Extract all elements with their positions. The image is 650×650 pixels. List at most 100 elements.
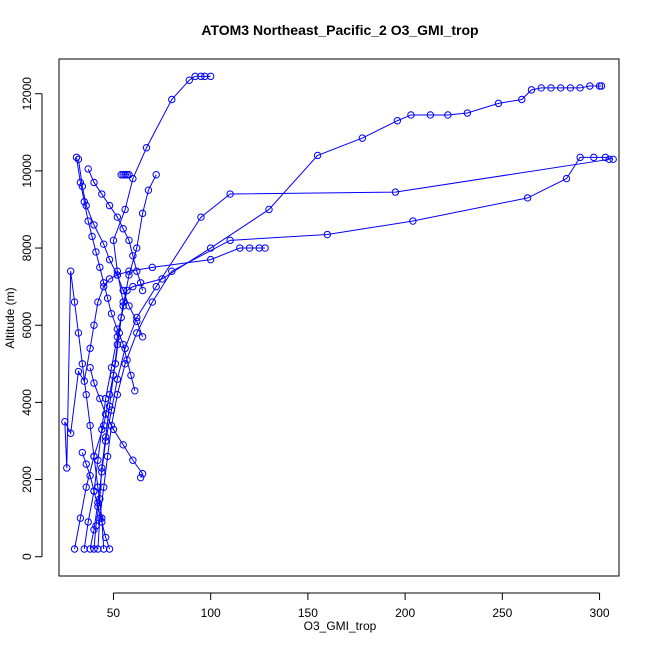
data-point (125, 236, 133, 245)
data-point (123, 356, 131, 364)
series-line (74, 75, 211, 550)
data-point (527, 86, 536, 94)
data-point (78, 182, 87, 191)
data-point (90, 178, 98, 187)
data-point (98, 425, 106, 434)
series-profile (86, 363, 147, 482)
data-point (74, 155, 83, 164)
data-point (109, 425, 118, 434)
series-profile (72, 153, 139, 395)
y-tick-label: 0 (20, 553, 34, 560)
data-point (84, 518, 92, 526)
data-point (86, 363, 94, 372)
data-point (463, 109, 472, 117)
data-point (113, 340, 122, 349)
data-point (391, 188, 400, 196)
data-point (101, 410, 110, 418)
data-point (261, 244, 269, 252)
data-point (82, 201, 90, 210)
data-point (133, 267, 141, 275)
data-point (201, 72, 209, 81)
data-point (409, 217, 417, 225)
data-point (121, 205, 129, 214)
data-point (138, 209, 147, 218)
chart-title: ATOM3 Northeast_Pacific_2 O3_GMI_trop (201, 22, 478, 38)
data-point (168, 95, 176, 104)
data-point (107, 309, 116, 318)
series-line (77, 159, 144, 337)
data-point (562, 174, 571, 183)
data-point (136, 473, 145, 482)
data-point (100, 240, 108, 248)
data-point (152, 282, 160, 291)
data-point (586, 82, 594, 90)
data-point (113, 375, 122, 383)
series-profile (94, 153, 617, 553)
data-point (74, 367, 83, 376)
data-point (94, 298, 102, 306)
data-point (158, 275, 166, 283)
series-line (97, 156, 614, 550)
y-axis-label: Altitude (m) (3, 287, 17, 348)
x-tick-label: 200 (395, 606, 415, 620)
data-point (76, 514, 85, 522)
data-point (113, 271, 122, 279)
data-point (105, 201, 114, 210)
data-point (206, 255, 215, 264)
data-point (94, 502, 102, 511)
data-point (107, 421, 116, 430)
data-point (113, 213, 122, 221)
data-point (90, 321, 98, 329)
data-point (66, 429, 75, 437)
data-point (92, 248, 100, 256)
data-point (119, 171, 127, 179)
data-point (103, 294, 112, 302)
data-point (265, 205, 273, 214)
data-point (123, 286, 131, 295)
data-point (255, 244, 263, 252)
data-point (129, 252, 137, 260)
data-point (86, 471, 94, 480)
data-point (142, 144, 151, 152)
y-tick-label: 8000 (20, 234, 34, 261)
data-point (494, 99, 503, 108)
data-point (197, 213, 205, 221)
data-point (566, 84, 575, 92)
data-point (537, 84, 545, 92)
y-tick-label: 10000 (20, 154, 34, 188)
data-point (323, 230, 332, 239)
data-point (90, 545, 98, 553)
data-point (576, 153, 584, 162)
plot-area (61, 72, 617, 553)
series-profile (78, 448, 114, 553)
data-point (245, 244, 254, 252)
data-point (125, 171, 133, 179)
plot-frame (58, 58, 620, 577)
series-line (89, 158, 610, 550)
data-point (80, 198, 88, 206)
data-point (597, 82, 606, 90)
data-point (125, 267, 133, 275)
data-point (70, 545, 79, 553)
data-point (98, 190, 106, 198)
data-point (101, 437, 110, 445)
data-point (144, 186, 153, 194)
data-point (117, 313, 125, 322)
y-axis: 0 2000 4000 6000 8000 10000 12000 (20, 77, 43, 560)
series-profile (90, 82, 606, 553)
data-point (109, 371, 118, 380)
data-point (100, 483, 108, 491)
data-point (119, 286, 127, 295)
data-point (129, 174, 137, 183)
data-point (226, 236, 234, 245)
data-point (117, 171, 125, 179)
data-point (88, 232, 96, 241)
series-profile (86, 155, 613, 553)
data-point (119, 441, 127, 449)
data-point (523, 194, 532, 202)
series-line (89, 367, 144, 478)
data-point (84, 217, 92, 225)
data-point (133, 329, 141, 337)
data-point (185, 76, 193, 84)
data-point (70, 298, 79, 306)
